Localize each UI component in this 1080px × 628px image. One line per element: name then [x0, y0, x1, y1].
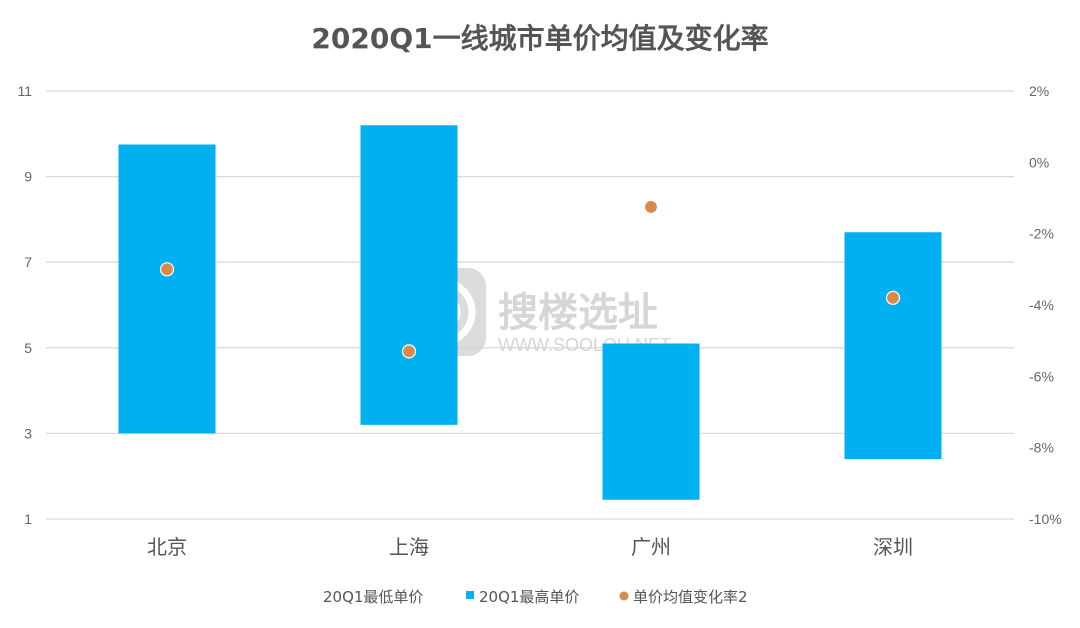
category-labels: 北京 上海 广州 深圳	[147, 535, 913, 559]
right-tick-label: -4%	[1029, 297, 1054, 313]
category-label: 广州	[631, 535, 671, 559]
bar-3	[602, 343, 700, 500]
right-axis-ticks: -10% -8% -6% -4% -2% 0% 2%	[1029, 83, 1062, 527]
chart-title: 2020Q1一线城市单价均值及变化率	[311, 22, 768, 55]
rate-point-1	[159, 262, 175, 277]
left-tick-label: 11	[17, 83, 32, 99]
legend-label-max: 20Q1最高单价	[479, 588, 579, 606]
category-label: 深圳	[873, 535, 913, 559]
right-tick-label: -10%	[1029, 511, 1062, 527]
category-label: 上海	[389, 535, 429, 559]
right-tick-label: 0%	[1029, 154, 1049, 170]
bar-2	[360, 125, 458, 425]
left-tick-label: 9	[24, 169, 32, 185]
left-tick-label: 7	[24, 254, 32, 270]
left-tick-label: 5	[24, 340, 32, 356]
legend-swatch-max	[466, 591, 474, 599]
left-tick-label: 1	[24, 511, 32, 527]
right-tick-label: -6%	[1029, 368, 1054, 384]
bars	[118, 125, 942, 500]
left-axis-ticks: 1 3 5 7 9 11	[17, 83, 32, 527]
right-tick-label: 2%	[1029, 83, 1049, 99]
category-label: 北京	[147, 535, 187, 559]
scatter-points	[159, 199, 901, 359]
right-tick-label: -8%	[1029, 440, 1054, 456]
left-tick-label: 3	[24, 425, 32, 441]
bar-1	[118, 144, 216, 434]
bar-4	[844, 232, 942, 460]
legend: 20Q1最低单价 20Q1最高单价 单价均值变化率2	[323, 588, 748, 606]
rate-point-4	[885, 290, 901, 305]
rate-point-2	[401, 344, 417, 359]
right-tick-label: -2%	[1029, 226, 1054, 242]
legend-label-rate: 单价均值变化率2	[633, 588, 748, 606]
watermark-brand: 搜楼选址	[498, 290, 658, 336]
legend-label-min: 20Q1最低单价	[323, 588, 423, 606]
legend-swatch-rate	[618, 590, 630, 602]
rate-point-3	[643, 199, 659, 215]
